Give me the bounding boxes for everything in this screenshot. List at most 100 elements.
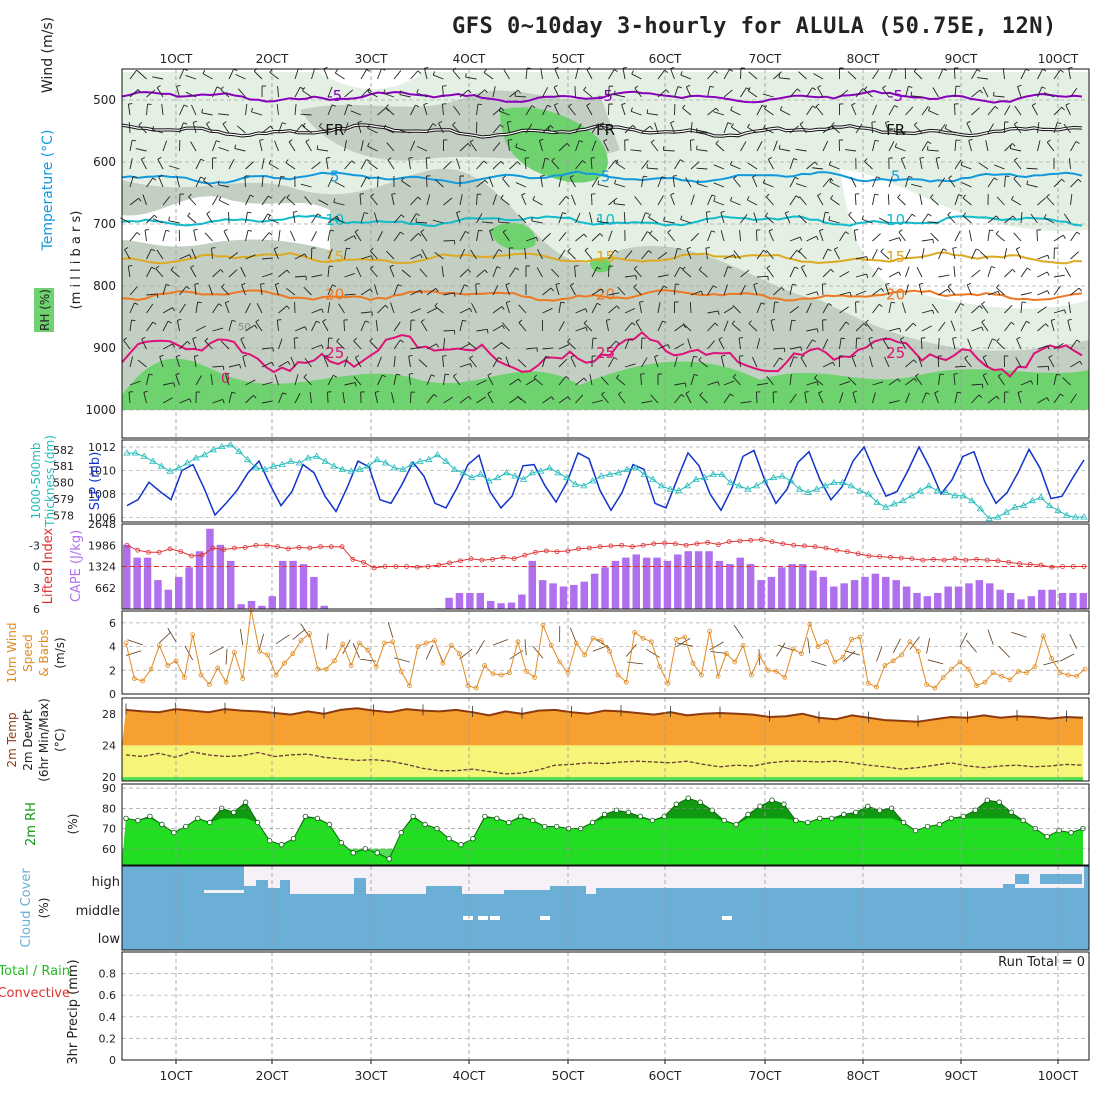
wind-barb <box>542 287 552 296</box>
wind-barb <box>798 71 807 80</box>
wind-speed-point <box>707 628 713 634</box>
wind-barb <box>789 236 801 242</box>
wind-barb <box>1016 246 1021 250</box>
wind-barb <box>633 268 642 278</box>
wind-barb <box>615 340 620 345</box>
wind-barb <box>143 390 148 393</box>
wind-barb <box>1010 148 1022 152</box>
wind-barb <box>839 89 849 98</box>
wind-barb <box>360 69 367 80</box>
wind-barb <box>311 320 317 332</box>
wind-barb <box>773 140 778 152</box>
wind-barb <box>501 107 505 112</box>
wind-barb <box>1037 345 1049 350</box>
bottom-date-label: 10OCT <box>1038 1069 1079 1083</box>
wind-barb <box>624 338 630 350</box>
cape-bar <box>226 560 235 609</box>
wind-speed-point <box>1032 664 1038 670</box>
wind-barb <box>982 372 987 376</box>
wind-barb <box>624 363 636 368</box>
wind-barb <box>302 125 312 134</box>
wind-barb <box>976 69 981 72</box>
wind-barb <box>921 248 925 260</box>
dewpoint-line <box>125 751 1084 775</box>
wind-barb <box>502 175 506 179</box>
wind-speed-point <box>623 679 629 685</box>
wind-speed-point <box>232 650 237 655</box>
wind-barb <box>410 213 417 224</box>
wind-barb <box>799 196 807 206</box>
wind-barb <box>282 392 287 395</box>
isotherm-label: -5 <box>327 87 342 105</box>
wind-barb <box>304 326 308 331</box>
wind-barb <box>176 176 180 188</box>
wind-barb <box>962 194 966 199</box>
wind-barb <box>905 213 913 224</box>
wind-barb <box>327 284 333 296</box>
wind-barb <box>476 179 486 188</box>
wind-barb <box>806 105 813 116</box>
wind-barb <box>1064 309 1067 314</box>
wind-barb <box>680 71 683 76</box>
wind-barb <box>964 358 972 368</box>
li-point <box>726 539 732 545</box>
wind-barb <box>936 156 941 159</box>
wind-barb <box>189 398 192 403</box>
isotherm-label: 5 <box>891 168 901 186</box>
wind-barb <box>459 194 463 206</box>
wind-barb <box>1046 196 1055 206</box>
wind-barb <box>872 194 876 206</box>
wind-barb <box>418 359 428 368</box>
wind-barb <box>667 229 672 233</box>
wind-barb-10m <box>909 636 920 650</box>
wind-barb <box>1053 393 1061 404</box>
wind-barb <box>488 176 494 188</box>
wind-barb <box>884 122 890 134</box>
thickness-point <box>399 465 407 472</box>
wind-barb-10m <box>709 641 724 651</box>
li-point <box>608 543 614 549</box>
wind-barb <box>251 111 263 116</box>
wind-barb <box>1030 380 1034 385</box>
rh-point <box>518 813 524 820</box>
thickness-point <box>502 469 511 476</box>
wind-barb <box>864 158 868 162</box>
wind-speed-point <box>924 682 929 687</box>
wind-barb <box>267 214 271 220</box>
wind-barb <box>558 249 566 260</box>
wind-barb <box>686 246 691 250</box>
wind-barb <box>789 284 793 296</box>
wind-barb <box>740 214 748 224</box>
thickness-point <box>356 465 364 472</box>
wind-barb <box>146 214 155 224</box>
wind-barb <box>1060 69 1064 73</box>
thickness-point <box>683 482 692 489</box>
wind-barb <box>162 307 173 314</box>
wind-barb <box>944 128 956 134</box>
li-point <box>597 544 603 550</box>
wind-barb <box>515 143 518 148</box>
wind-barb <box>273 246 278 250</box>
wind-barb <box>908 85 913 88</box>
wind-speed-point <box>315 666 321 672</box>
wind-barb <box>240 336 245 340</box>
wind-barb <box>1014 105 1022 116</box>
wind-barb <box>128 121 131 134</box>
wind-barb <box>897 194 901 198</box>
wind-barb <box>714 322 719 327</box>
wind-barb <box>686 84 691 88</box>
wind-barb <box>525 68 528 80</box>
wind-barb-10m <box>733 624 744 639</box>
wind-barb <box>134 302 139 305</box>
wind-barb <box>670 66 675 70</box>
rh-point <box>470 835 476 842</box>
rh-point <box>757 803 763 809</box>
wind-barb <box>179 104 185 116</box>
wind-barb <box>311 308 322 314</box>
wind-barb <box>789 306 800 314</box>
wind-barb <box>987 123 995 134</box>
wind-barb <box>138 71 147 80</box>
rh-point <box>721 817 727 824</box>
wind-barb <box>1012 143 1016 147</box>
wind-barb <box>878 267 883 271</box>
